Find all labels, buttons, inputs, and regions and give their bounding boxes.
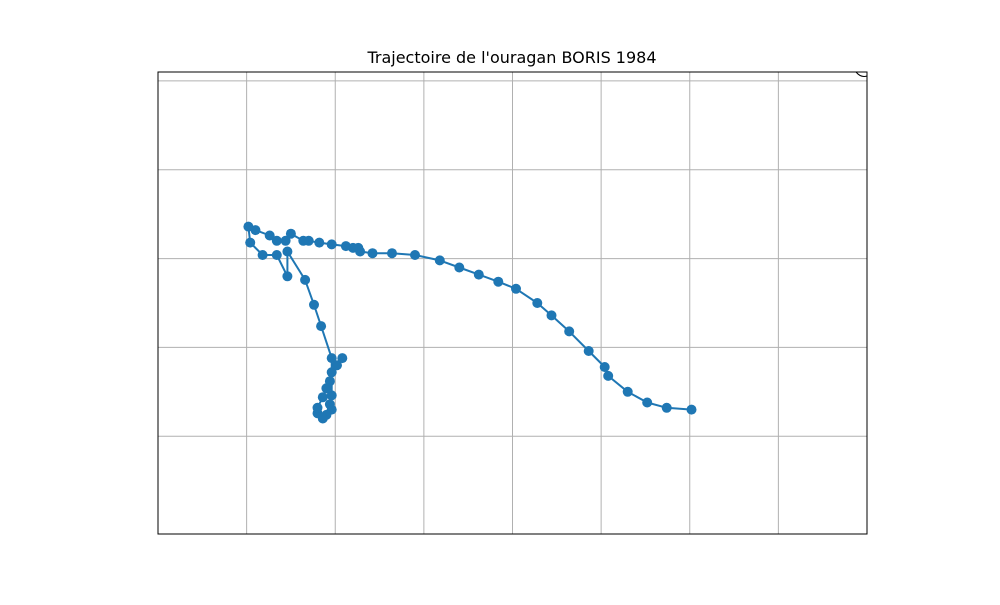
- track-point: [309, 299, 319, 310]
- track-point: [326, 367, 337, 378]
- track-point: [300, 274, 311, 285]
- track-point: [434, 255, 445, 266]
- grid: [158, 72, 867, 534]
- track-point: [583, 346, 594, 356]
- track-point: [264, 230, 275, 241]
- track-point: [340, 241, 351, 252]
- track-point: [326, 353, 337, 364]
- track-point: [271, 235, 282, 246]
- track-point: [564, 326, 575, 337]
- track-point: [546, 310, 557, 321]
- track-point: [642, 397, 653, 408]
- track-point: [314, 237, 325, 248]
- track-point: [493, 276, 504, 287]
- track-point: [661, 402, 672, 413]
- track-point: [622, 386, 633, 397]
- track-point: [410, 250, 420, 260]
- track-point: [243, 221, 254, 232]
- track-point: [511, 283, 521, 294]
- track-point: [387, 248, 397, 259]
- track-point: [282, 246, 293, 257]
- track-point: [298, 235, 309, 246]
- track-point: [271, 250, 282, 260]
- track-point: [532, 298, 543, 308]
- track-point: [454, 262, 465, 273]
- track-point: [257, 250, 268, 260]
- track-point: [326, 390, 337, 401]
- track-point: [326, 239, 337, 250]
- track-point: [280, 235, 291, 246]
- chart-title: Trajectoire de l'ouragan BORIS 1984: [366, 48, 656, 67]
- track-point: [686, 404, 697, 415]
- track-point: [316, 321, 327, 332]
- track-point: [324, 376, 335, 387]
- track-point: [473, 269, 484, 280]
- track-point: [285, 228, 296, 239]
- track-point: [312, 402, 323, 413]
- track-point: [332, 360, 342, 371]
- track-point: [282, 271, 293, 282]
- track-point: [317, 392, 328, 403]
- map-boundary: [157, 71, 868, 535]
- track-point: [337, 353, 348, 364]
- track-series: [243, 221, 697, 424]
- track-point: [603, 370, 614, 381]
- track-point: [599, 362, 610, 372]
- track-point: [367, 248, 378, 259]
- coastline: [855, 71, 868, 77]
- map-frame: [157, 71, 868, 535]
- track-point: [245, 237, 256, 248]
